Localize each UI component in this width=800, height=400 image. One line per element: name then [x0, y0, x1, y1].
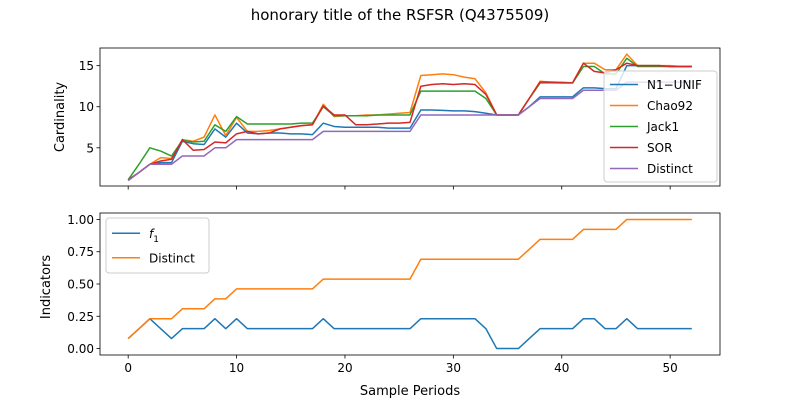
indicators-x-tick-label: 20	[337, 361, 352, 375]
cardinality-series-n1-unif	[127, 64, 692, 181]
indicators-series-distinct	[127, 218, 692, 340]
indicators-y-tick-label: 0.50	[67, 278, 94, 292]
indicators-series-lines	[127, 218, 692, 350]
cardinality-legend-label-sor: SOR	[647, 141, 672, 155]
cardinality-legend-label-chao92: Chao92	[647, 99, 693, 113]
indicators-y-tick-label: 0.75	[67, 245, 94, 259]
sample-periods-axis-label: Sample Periods	[360, 384, 460, 399]
indicators-y-tick-label: 0.25	[67, 310, 94, 324]
indicators-x-tick-label: 10	[229, 361, 244, 375]
indicators-legend-box	[105, 217, 210, 274]
cardinality-plot: 5 10 15 Cardinality N1−UNIF Chao92 Jack1 SOR D…	[53, 47, 721, 190]
indicators-legend-label-distinct: Distinct	[149, 251, 195, 265]
cardinality-series-jack1	[127, 57, 692, 181]
indicators-legend-label-f1: f1	[149, 227, 159, 245]
indicators-y-tick-label: 1.00	[67, 213, 94, 227]
cardinality-y-tick-label: 5	[86, 141, 94, 155]
cardinality-series-lines	[127, 53, 692, 182]
indicators-axis-ticks: 0 10 20 30 40 50 0.00 0.25 0.50 0.75 1.00	[67, 213, 677, 375]
cardinality-legend-label-n1-unif: N1−UNIF	[647, 78, 702, 92]
cardinality-series-sor	[127, 62, 692, 181]
indicators-series-f1	[127, 317, 692, 350]
indicators-x-tick-label: 0	[124, 361, 132, 375]
indicators-legend: f1 Distinct	[105, 217, 210, 274]
indicators-x-tick-label: 50	[662, 361, 677, 375]
cardinality-y-tick-label: 15	[79, 59, 94, 73]
figure-title: honorary title of the RSFSR (Q4375509)	[251, 6, 550, 24]
indicators-y-tick-label: 0.00	[67, 342, 94, 356]
cardinality-series-distinct	[127, 81, 692, 182]
indicators-axis-label: Indicators	[39, 255, 54, 319]
cardinality-y-tick-label: 10	[79, 100, 94, 114]
cardinality-axis-ticks: 5 10 15	[79, 59, 671, 190]
indicators-x-tick-label: 40	[554, 361, 569, 375]
cardinality-legend-label-distinct: Distinct	[647, 162, 693, 176]
indicators-plot: 0 10 20 30 40 50 0.00 0.25 0.50 0.75 1.00 Indicato…	[39, 212, 721, 399]
cardinality-plot-frame	[99, 47, 721, 187]
cardinality-legend: N1−UNIF Chao92 Jack1 SOR Distinct	[603, 70, 718, 183]
cardinality-legend-label-jack1: Jack1	[646, 120, 679, 134]
indicators-x-tick-label: 30	[446, 361, 461, 375]
cardinality-axis-label: Cardinality	[53, 82, 68, 153]
cardinality-legend-box	[603, 70, 718, 183]
